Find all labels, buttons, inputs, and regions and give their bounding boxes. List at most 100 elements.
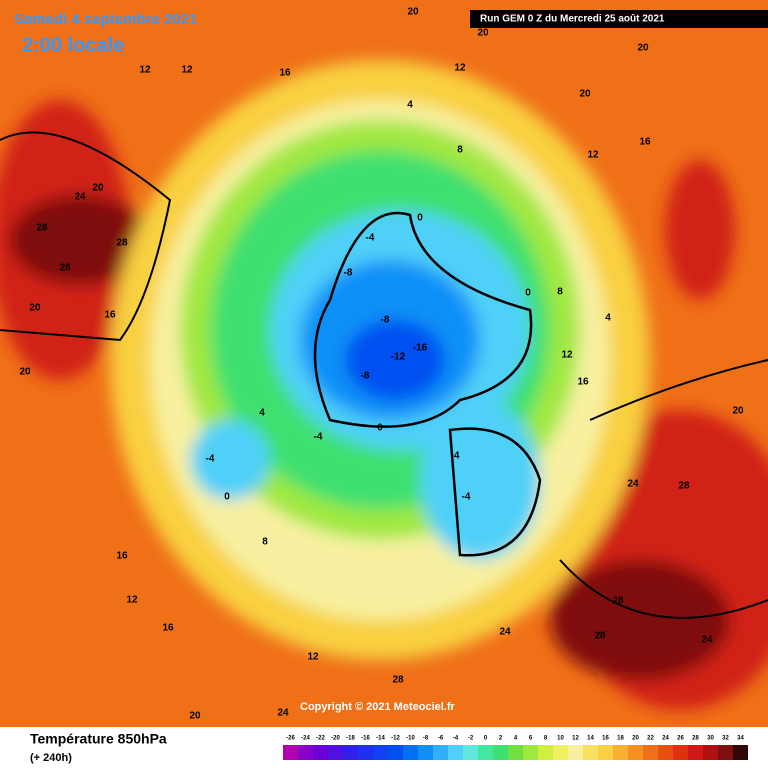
scale-swatch bbox=[673, 745, 688, 760]
scale-tick-label: -16 bbox=[361, 736, 370, 742]
scale-tick-label: 6 bbox=[529, 736, 533, 742]
scale-tick-label: -20 bbox=[331, 736, 340, 742]
scale-swatch bbox=[568, 745, 583, 760]
scale-swatch bbox=[328, 745, 343, 760]
scale-swatch bbox=[283, 745, 298, 760]
scale-swatch bbox=[733, 745, 748, 760]
contour-label: 16 bbox=[104, 310, 116, 321]
scale-swatch bbox=[598, 745, 613, 760]
scale-swatch bbox=[313, 745, 328, 760]
contour-label: -8 bbox=[381, 315, 390, 326]
contour-label: 28 bbox=[612, 596, 624, 607]
scale-swatch bbox=[493, 745, 508, 760]
scale-tick-label: 22 bbox=[647, 736, 654, 742]
contour-label: 4 bbox=[259, 408, 265, 419]
contour-label: 24 bbox=[277, 708, 289, 719]
scale-tick-label: -26 bbox=[286, 736, 295, 742]
contour-label: 12 bbox=[126, 595, 138, 606]
scale-tick-label: -14 bbox=[376, 736, 385, 742]
scale-swatch bbox=[463, 745, 478, 760]
contour-label: 16 bbox=[639, 137, 651, 148]
contour-label: 12 bbox=[587, 150, 599, 161]
contour-label: 0 bbox=[417, 213, 423, 224]
contour-label: -8 bbox=[344, 268, 353, 279]
run-info: Run GEM 0 Z du Mercredi 25 août 2021 bbox=[480, 14, 665, 25]
scale-tick-label: -10 bbox=[406, 736, 415, 742]
scale-tick-label: -12 bbox=[391, 736, 400, 742]
scale-swatch bbox=[538, 745, 553, 760]
scale-swatch bbox=[343, 745, 358, 760]
contour-label: 0 bbox=[377, 423, 383, 434]
scale-tick-label: 14 bbox=[587, 736, 594, 742]
contour-label: -4 bbox=[314, 432, 323, 443]
contour-label: 24 bbox=[499, 627, 511, 638]
map: 28 28 24 28 20 20 20 16 12 12 16 12 20 20 20 20 16 12 8 4 0 -… bbox=[0, 0, 768, 727]
contour-label: 28 bbox=[594, 631, 606, 642]
scale-swatch bbox=[433, 745, 448, 760]
contour-labels: 28 28 24 28 20 20 20 16 12 12 16 12 20 20 20 20 16 12 8 4 0 -… bbox=[19, 7, 744, 722]
contour-label: 4 bbox=[407, 100, 413, 111]
contour-label: 20 bbox=[732, 406, 744, 417]
contour-label: 12 bbox=[181, 65, 193, 76]
contour-label: 28 bbox=[678, 481, 690, 492]
contour-label: 20 bbox=[92, 183, 104, 194]
contour-label: 28 bbox=[36, 223, 48, 234]
local-time: 2:00 locale bbox=[22, 34, 124, 56]
scale-tick-label: -24 bbox=[301, 736, 310, 742]
contour-label: 0 bbox=[525, 288, 531, 299]
scale-tick-label: 28 bbox=[692, 736, 699, 742]
contour-label: 24 bbox=[74, 192, 86, 203]
contour-label: 16 bbox=[279, 68, 291, 79]
scale-tick-label: 34 bbox=[737, 736, 744, 742]
contour-label: 24 bbox=[627, 479, 639, 490]
contour-label: 8 bbox=[457, 145, 463, 156]
contour-label: 0 bbox=[224, 492, 230, 503]
contour-label: 8 bbox=[557, 287, 563, 298]
scale-swatch bbox=[583, 745, 598, 760]
scale-tick-label: -4 bbox=[453, 736, 459, 742]
date: Samedi 4 septembre 2021 bbox=[14, 11, 197, 28]
contour-label: -4 bbox=[451, 451, 460, 462]
contour-label: 16 bbox=[577, 377, 589, 388]
scale-swatch bbox=[358, 745, 373, 760]
scale-tick-label: -8 bbox=[423, 736, 429, 742]
scale-swatch bbox=[403, 745, 418, 760]
scale-swatch bbox=[628, 745, 643, 760]
scale-swatch bbox=[613, 745, 628, 760]
copyright: Copyright © 2021 Meteociel.fr bbox=[300, 701, 456, 713]
contour-label: 16 bbox=[162, 623, 174, 634]
scale-tick-label: 16 bbox=[602, 736, 609, 742]
scale-swatch bbox=[373, 745, 388, 760]
scale-swatch bbox=[643, 745, 658, 760]
contour-label: -16 bbox=[413, 343, 428, 354]
scale-tick-label: 30 bbox=[707, 736, 714, 742]
contour-label: 12 bbox=[561, 350, 573, 361]
scale-tick-label: -2 bbox=[468, 736, 474, 742]
contour-label: 20 bbox=[19, 367, 31, 378]
scale-tick-label: 24 bbox=[662, 736, 669, 742]
scale-tick-label: 2 bbox=[499, 736, 503, 742]
scale-swatch bbox=[388, 745, 403, 760]
scale-tick-label: 26 bbox=[677, 736, 684, 742]
scale-tick-label: 10 bbox=[557, 736, 564, 742]
contour-label: 20 bbox=[407, 7, 419, 18]
contour-label: 20 bbox=[637, 43, 649, 54]
contour-label: -12 bbox=[391, 352, 406, 363]
contour-label: 16 bbox=[116, 551, 128, 562]
scale-swatch bbox=[658, 745, 673, 760]
contour-label: 20 bbox=[189, 711, 201, 722]
scale-swatch bbox=[478, 745, 493, 760]
scale-tick-label: 18 bbox=[617, 736, 624, 742]
scale-tick-label: 0 bbox=[484, 736, 488, 742]
footer-title: Température 850hPa bbox=[30, 731, 167, 747]
contour-label: 12 bbox=[307, 652, 319, 663]
scale-swatch bbox=[688, 745, 703, 760]
contour-label: 8 bbox=[262, 537, 268, 548]
scale-tick-label: 12 bbox=[572, 736, 579, 742]
scale-swatch bbox=[298, 745, 313, 760]
contour-label: 20 bbox=[579, 89, 591, 100]
color-scale: -26 -24 -22 -20 -18 -16 -14 -12 -10 -8 -6 -4 -2 0 2 4 6 8… bbox=[283, 736, 748, 760]
scale-swatch bbox=[703, 745, 718, 760]
scale-swatch bbox=[523, 745, 538, 760]
